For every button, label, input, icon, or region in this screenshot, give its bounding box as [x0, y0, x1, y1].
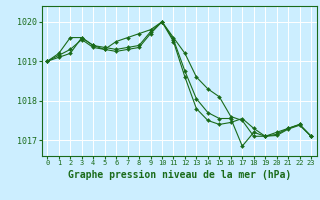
X-axis label: Graphe pression niveau de la mer (hPa): Graphe pression niveau de la mer (hPa) [68, 170, 291, 180]
